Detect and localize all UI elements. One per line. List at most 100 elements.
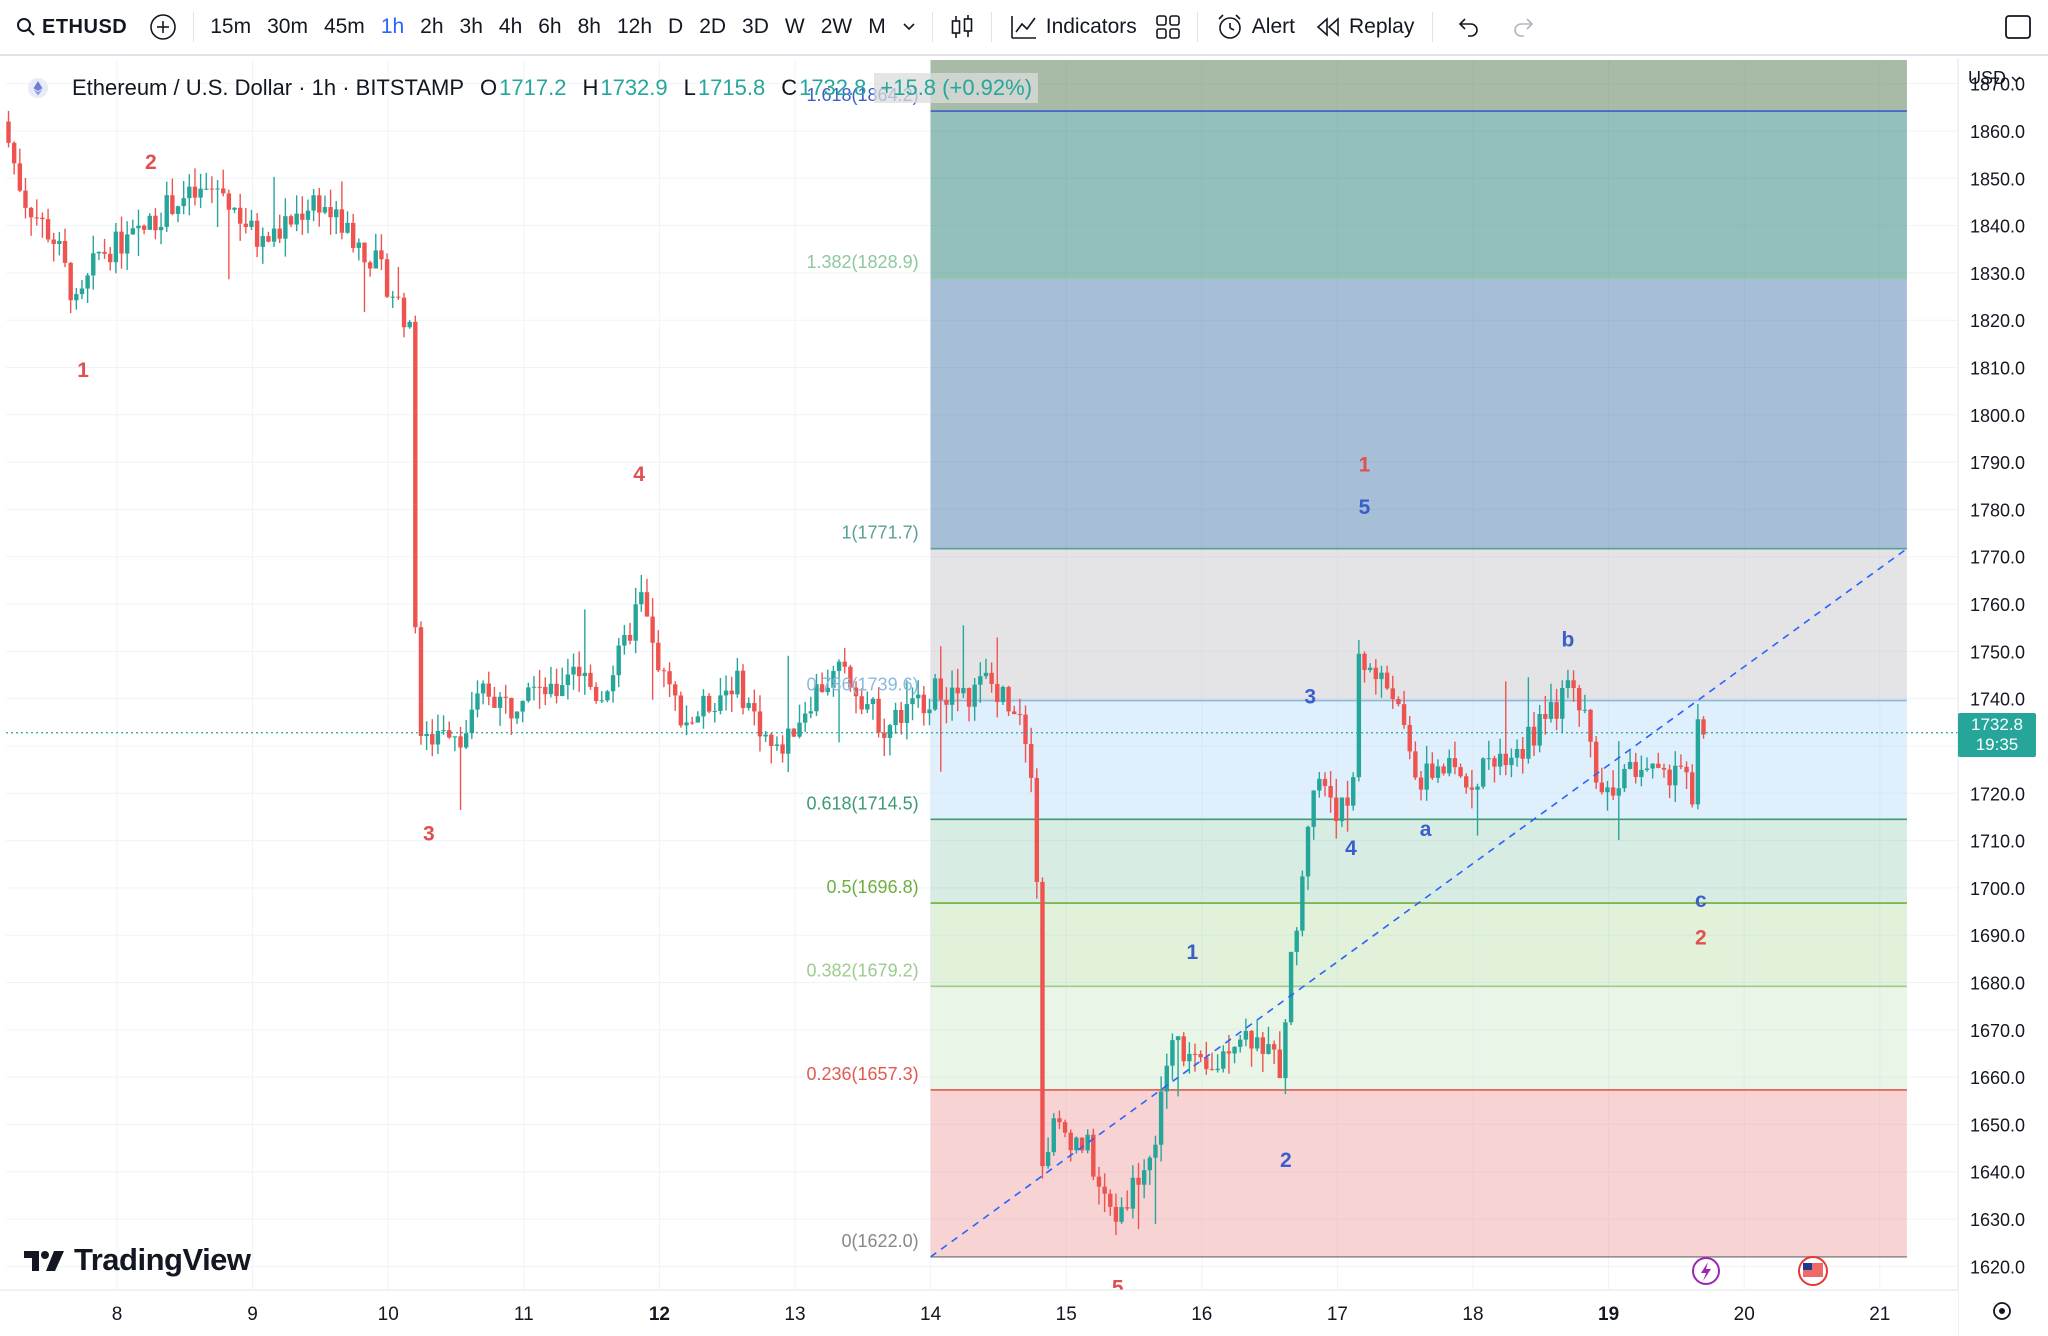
chart-pane[interactable]: 1.618(1864.2) 1.382(1828.9) 1(1771.7) 0.786… [0,58,2048,1336]
candle-body [480,683,486,694]
wave-label[interactable]: 1 [1186,941,1198,964]
interval-2w-button[interactable]: 2W [820,15,853,38]
interval-8h-button[interactable]: 8h [577,15,601,38]
wave-label[interactable]: 1 [1359,454,1371,477]
interval-2d-button[interactable]: 2D [699,15,727,38]
wave-label[interactable]: 2 [1695,927,1707,950]
candle-body [1452,758,1458,768]
tradingview-logo[interactable]: TradingView [22,1242,251,1278]
price-tick-label: 1850.0 [1970,169,2025,189]
price-tick-label: 1650.0 [1970,1115,2025,1135]
candle-body [215,188,220,190]
compare-add-button[interactable] [141,7,185,47]
interval-3d-button[interactable]: 3D [742,15,769,38]
time-tick-label: 17 [1327,1304,1348,1325]
candle-body [23,190,28,208]
replay-button[interactable]: Replay [1305,7,1424,47]
candle-body [153,215,158,231]
indicators-button[interactable]: Indicators [1000,7,1147,47]
wave-label[interactable]: 3 [423,823,435,846]
trendline-dashed[interactable] [930,548,1908,1258]
candle-body [610,675,616,692]
fullscreen-button[interactable] [1996,7,2040,47]
high-key: H [582,75,599,100]
wave-label[interactable]: b [1562,629,1575,652]
redo-button[interactable] [1503,7,1543,47]
price-axis[interactable]: 1620.0 1630.0 1640.0 1650.0 1660.0 1670.0 1680… [1957,58,2048,1336]
time-tick-label: 15 [1056,1304,1077,1325]
toolbar-divider [1196,12,1198,42]
candle-body [1074,1137,1079,1151]
interval-w-button[interactable]: W [784,15,805,38]
interval-1h-button[interactable]: 1h [380,15,405,38]
candle-body [1271,1044,1277,1050]
fib-level-label: 0(1622.0) [842,1231,919,1251]
candle-body [1407,724,1412,752]
time-tick-label: 12 [649,1304,670,1325]
candle-body [876,698,881,733]
candle-body [407,321,412,328]
interval-15m-button[interactable]: 15m [210,15,252,38]
candle-body [1012,711,1017,715]
candle-body [723,690,729,696]
time-axis[interactable]: 8 9 10 11 12 13 14 15 16 17 18 19 20 21 [0,1289,1958,1336]
rewind-icon [1316,17,1339,37]
trendline[interactable] [930,548,1908,1258]
interval-dropdown-button[interactable] [894,7,924,47]
wave-label[interactable]: 4 [1345,837,1357,860]
candle-body [1413,751,1418,778]
candle-body [1305,826,1311,877]
candle-body [1441,766,1446,774]
wave-label[interactable]: 5 [1359,496,1371,519]
candle-body [492,696,497,708]
candle-body [1294,930,1299,952]
wave-label[interactable]: 1 [77,359,89,382]
candle-body [667,671,672,685]
candle-body [503,696,508,698]
wave-label[interactable]: 4 [633,463,645,486]
interval-6h-button[interactable]: 6h [538,15,562,38]
candle-body [334,209,339,218]
wave-label[interactable]: 2 [145,151,157,174]
candle-body [740,670,746,708]
price-tick-label: 1840.0 [1970,217,2025,237]
candle-body [927,709,932,714]
candle-body [1396,699,1401,705]
candle-body [1599,782,1605,793]
symbol-search[interactable]: ETHUSD [0,0,141,55]
interval-4h-button[interactable]: 4h [498,15,523,38]
candle-body [51,239,56,244]
interval-d-button[interactable]: D [668,15,684,38]
candle-body [435,731,441,745]
wave-label[interactable]: 3 [1304,685,1316,708]
ethereum-logo-icon [28,78,48,98]
candle-body [136,225,141,229]
candle-body [1650,763,1655,769]
wave-label[interactable]: a [1420,818,1432,841]
interval-45m-button[interactable]: 45m [323,15,365,38]
candle-body [260,236,265,247]
fib-zone [930,903,1907,987]
layouts-button[interactable] [1147,7,1189,47]
alert-button[interactable]: Alert [1206,7,1305,47]
price-tick-label: 1770.0 [1970,548,2025,568]
price-chart[interactable]: 1.618(1864.2)1.382(1828.9)1(1771.7)0.786… [0,58,2048,1336]
interval-30m-button[interactable]: 30m [267,15,308,38]
candle-body [1238,1039,1243,1047]
price-tick-label: 1870.0 [1970,75,2025,95]
alert-label: Alert [1251,15,1295,38]
interval-2h-button[interactable]: 2h [420,15,444,38]
settings-gear-icon[interactable] [1993,1302,2011,1320]
wave-label[interactable]: 2 [1280,1149,1292,1172]
legend-title[interactable]: Ethereum / U.S. Dollar · 1h · BITSTAMP [72,75,465,100]
interval-3h-button[interactable]: 3h [459,15,483,38]
wave-label[interactable]: c [1695,889,1707,912]
currency-selector[interactable]: USD [1968,68,2021,89]
time-tick-label: 20 [1734,1304,1755,1325]
chart-type-button[interactable] [941,7,983,47]
interval-m-button[interactable]: M [868,15,886,38]
interval-12h-button[interactable]: 12h [616,15,653,38]
top-toolbar: ETHUSD 15m 30m 45m 1h 2h 3h 4h 6h 8h 12h D 2D 3D W 2W M… [0,0,2048,56]
candle-body [1226,1051,1232,1054]
undo-button[interactable] [1449,7,1489,47]
